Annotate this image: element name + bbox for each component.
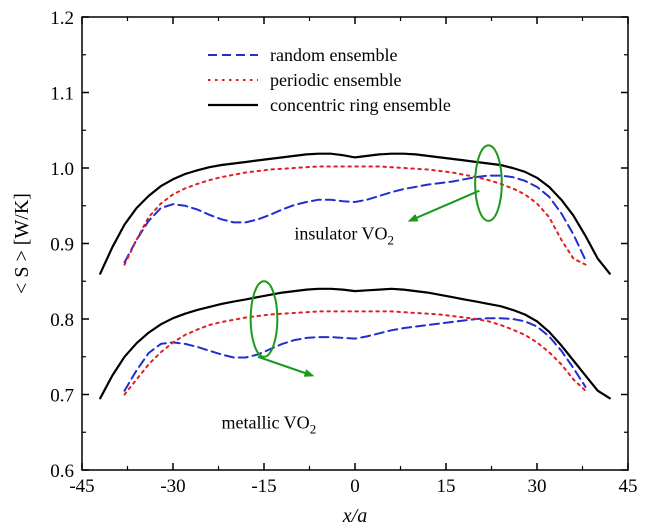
series-layer	[99, 152, 611, 400]
series-line-metallic-5	[99, 287, 611, 400]
x-tick-label: 45	[619, 476, 638, 497]
axes-layer: -45 -30 -15 0 15 30 45 0.6 0.7 0.8 0.9 1.0 1.1 1.2	[50, 8, 637, 497]
series-line-insulator-0	[123, 174, 587, 264]
y-tick-label: 0.7	[50, 386, 74, 407]
highlight-ellipse	[474, 144, 503, 222]
x-tick-label: 15	[437, 476, 456, 497]
annotation-arrow	[407, 189, 480, 222]
annotation-label: insulator VO2	[294, 224, 394, 248]
x-axis-title-group: x/a	[342, 505, 367, 527]
series-line-insulator-1	[123, 165, 587, 266]
legend: random ensemble periodic ensemble concentr…	[208, 45, 451, 115]
y-tick-label: 1.2	[50, 8, 74, 29]
y-tick-label: 0.8	[50, 310, 74, 331]
annotation-label-subscript: 2	[388, 233, 395, 248]
legend-label: random ensemble	[270, 45, 397, 65]
series-line-insulator-2	[99, 152, 611, 275]
legend-label: concentric ring ensemble	[270, 95, 451, 115]
series-line-metallic-3	[123, 317, 587, 392]
legend-label: periodic ensemble	[270, 70, 401, 90]
annotation-label: metallic VO2	[222, 412, 317, 436]
x-tick-label: 0	[350, 476, 360, 497]
x-axis-title: x/a	[342, 505, 367, 527]
y-tick-label: 0.6	[50, 461, 74, 482]
series-line-metallic-4	[123, 310, 587, 396]
annotation-label-text: metallic VO	[222, 412, 310, 432]
y-tick-label: 1.0	[50, 159, 74, 180]
y-axis-title-group: < S > [W/K]	[11, 193, 33, 294]
annotation-arrow	[257, 355, 315, 377]
x-tick-label: -15	[251, 476, 276, 497]
y-tick-label: 1.1	[50, 84, 74, 105]
x-tick-label: -45	[69, 476, 94, 497]
y-tick-label: 0.9	[50, 235, 74, 256]
annotation-label-text: insulator VO	[294, 224, 387, 244]
x-tick-label: 30	[528, 476, 547, 497]
y-axis-title: < S > [W/K]	[11, 193, 33, 294]
annotation-label-subscript: 2	[310, 421, 317, 436]
highlight-ellipse	[249, 280, 279, 358]
x-tick-label: -30	[160, 476, 185, 497]
